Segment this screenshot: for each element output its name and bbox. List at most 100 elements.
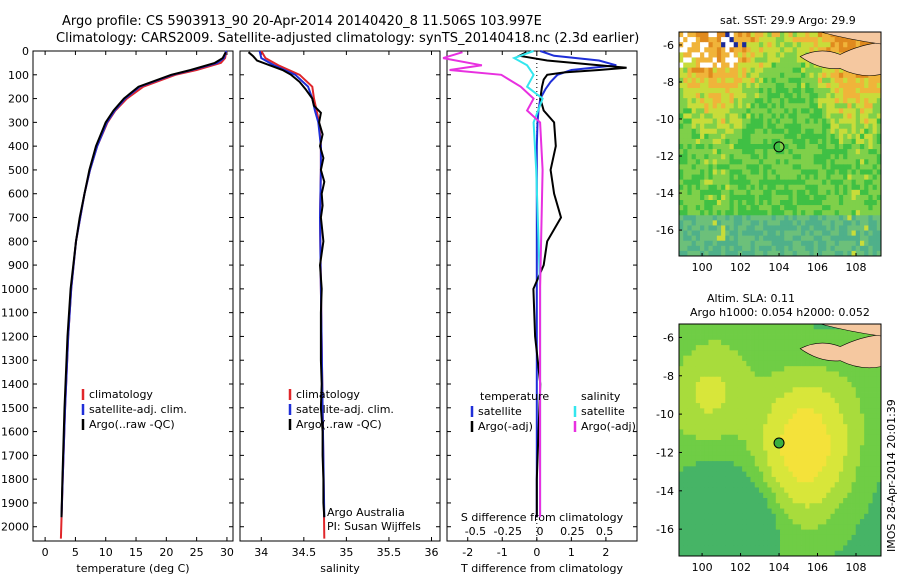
map-cell (721, 550, 726, 557)
map-cell (729, 366, 735, 372)
map-cell (704, 210, 709, 216)
map-cell (796, 529, 802, 536)
map-cell (737, 366, 743, 372)
map-cell (864, 128, 869, 135)
map-cell (805, 62, 810, 69)
map-cell (695, 534, 701, 541)
map-cell (801, 503, 806, 509)
map-cell (847, 476, 852, 483)
map-cell (742, 450, 747, 457)
map-cell (758, 424, 764, 430)
map-cell (691, 492, 697, 499)
map-cell (826, 487, 831, 494)
map-cell (729, 387, 735, 393)
map-cell (725, 403, 730, 409)
map-cell (679, 476, 684, 483)
map-cell (708, 230, 714, 237)
map-cell (801, 508, 806, 515)
map-cell (826, 476, 831, 483)
map-cell (809, 67, 815, 74)
map-cell (843, 149, 848, 155)
map-cell (737, 98, 743, 104)
map-cell (834, 154, 840, 160)
map-cell (859, 133, 865, 140)
map-cell (813, 67, 819, 74)
map-cell (679, 355, 684, 362)
map-cell (758, 376, 764, 383)
map-cell (826, 550, 831, 557)
map-cell (742, 534, 747, 541)
map-cell (876, 387, 882, 393)
map-cell (721, 230, 726, 237)
map-cell (725, 466, 730, 473)
map-cell (813, 324, 819, 330)
map-cell (754, 471, 760, 478)
map-cell (704, 174, 709, 181)
map-cell (830, 159, 836, 165)
map-cell (733, 210, 739, 216)
map-cell (822, 174, 827, 181)
map-cell (801, 250, 806, 257)
map-cell (767, 133, 772, 140)
map-cell (733, 445, 739, 451)
map-cell (754, 42, 760, 48)
map-cell (767, 230, 772, 237)
map-cell (801, 550, 806, 557)
map-cell (796, 387, 802, 393)
map-cell (822, 154, 827, 160)
map-cell (855, 403, 861, 409)
map-cell (855, 77, 861, 84)
map-cell (872, 466, 878, 473)
map-cell (809, 408, 815, 415)
map-cell (733, 492, 739, 499)
map-cell (687, 103, 693, 109)
map-cell (792, 418, 798, 425)
map-cell (758, 466, 764, 473)
map-cell (796, 93, 802, 99)
map-cell (813, 149, 819, 155)
map-cell (834, 225, 840, 231)
map-cell (834, 235, 840, 242)
map-cell (868, 392, 873, 399)
map-cell (805, 138, 810, 145)
map-cell (746, 169, 751, 175)
map-cell (679, 455, 684, 462)
map-cell (784, 98, 789, 104)
map-cell (847, 98, 852, 104)
map-cell (737, 240, 743, 247)
map-cell (716, 534, 722, 541)
map-cell (771, 476, 777, 483)
map-cell (838, 429, 844, 436)
map-cell (872, 179, 878, 186)
map-cell (851, 334, 857, 341)
map-cell (838, 466, 844, 473)
map-cell (775, 339, 781, 346)
map-cell (763, 424, 768, 430)
map-cell (780, 230, 785, 237)
map-cell (830, 466, 836, 473)
map-cell (742, 108, 747, 114)
map-cell (683, 230, 688, 237)
map-cell (750, 397, 756, 404)
map-cell (796, 418, 802, 425)
map-cell (767, 392, 772, 399)
map-cell (700, 529, 705, 536)
map-cell (826, 545, 831, 552)
map-cell (729, 440, 735, 446)
map-cell (695, 128, 701, 135)
map-cell (721, 350, 726, 357)
map-cell (771, 350, 777, 357)
map-cell (716, 67, 722, 74)
map-cell (687, 434, 693, 441)
map-cell (721, 205, 726, 211)
map-cell (725, 355, 730, 362)
map-cell (872, 529, 878, 536)
map-cell (847, 429, 852, 436)
map-cell (813, 482, 819, 488)
map-cell (712, 487, 718, 494)
map-cell (851, 103, 857, 109)
map-cell (817, 88, 823, 94)
map-cell (733, 524, 739, 531)
map-cell (834, 392, 840, 399)
map-cell (679, 413, 684, 420)
